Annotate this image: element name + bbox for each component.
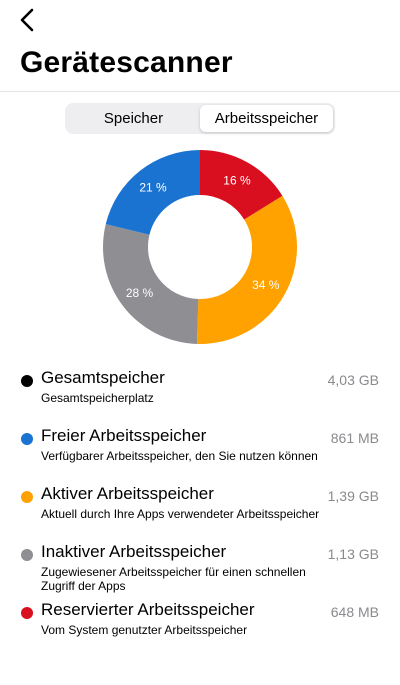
header-divider xyxy=(0,91,400,92)
legend-dot xyxy=(21,433,33,445)
memory-donut-chart: 16 % 34 % 28 % 21 % xyxy=(102,150,297,344)
legend-dot xyxy=(21,375,33,387)
legend-description: Gesamtspeicherplatz xyxy=(41,391,154,405)
donut-slice xyxy=(200,150,283,220)
legend-value: 861 MB xyxy=(330,430,379,446)
legend-title: Freier Arbeitsspeicher xyxy=(41,426,207,445)
legend-description: Aktuell durch Ihre Apps verwendeter Arbe… xyxy=(41,507,320,521)
legend-dot xyxy=(21,549,33,561)
page-title: Gerätescanner xyxy=(20,46,233,79)
chevron-left-icon xyxy=(20,8,34,32)
legend-value: 1,13 GB xyxy=(327,546,379,562)
tab-arbeitsspeicher[interactable]: Arbeitsspeicher xyxy=(200,105,333,132)
segmented-control: Speicher Arbeitsspeicher xyxy=(65,103,335,134)
legend-title: Gesamtspeicher xyxy=(41,368,165,387)
donut-slice xyxy=(102,224,199,344)
back-button[interactable] xyxy=(14,6,42,34)
donut-slice xyxy=(105,150,200,235)
donut-slice xyxy=(196,195,297,344)
legend-value: 4,03 GB xyxy=(327,372,379,388)
legend-title: Aktiver Arbeitsspeicher xyxy=(41,484,214,503)
legend-value: 648 MB xyxy=(330,604,379,620)
legend-dot xyxy=(21,491,33,503)
legend-value: 1,39 GB xyxy=(327,488,379,504)
legend-title: Reservierter Arbeitsspeicher xyxy=(41,600,255,619)
legend-description: Vom System genutzter Arbeitsspeicher xyxy=(41,623,248,637)
legend-description: Zugewiesener Arbeitsspeicher für einen s… xyxy=(41,565,306,593)
donut-slice-label: 21 % xyxy=(139,180,167,194)
donut-slice-label: 34 % xyxy=(252,278,280,292)
tab-speicher[interactable]: Speicher xyxy=(103,110,164,127)
legend-title: Inaktiver Arbeitsspeicher xyxy=(41,542,227,561)
donut-slice-label: 28 % xyxy=(126,286,154,300)
legend-description: Verfügbarer Arbeitsspeicher, den Sie nut… xyxy=(41,449,318,463)
legend-dot xyxy=(21,607,33,619)
donut-hole xyxy=(153,200,247,294)
donut-slice-label: 16 % xyxy=(223,174,251,188)
